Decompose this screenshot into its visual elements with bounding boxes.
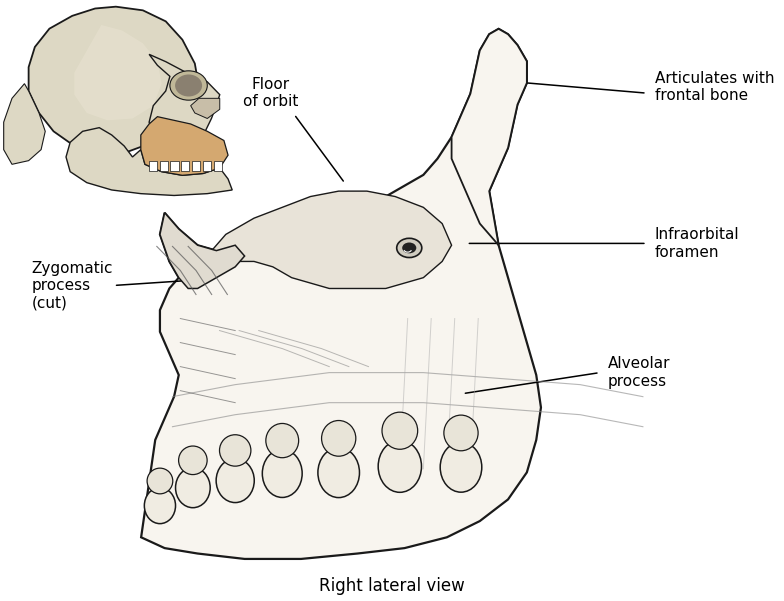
Ellipse shape bbox=[266, 424, 299, 458]
Bar bbox=[170, 160, 179, 171]
Polygon shape bbox=[191, 99, 220, 118]
Ellipse shape bbox=[263, 450, 302, 498]
Text: Alveolar
process: Alveolar process bbox=[608, 356, 670, 389]
Text: Floor
of orbit: Floor of orbit bbox=[243, 77, 298, 109]
Bar bbox=[213, 160, 222, 171]
Ellipse shape bbox=[321, 421, 356, 456]
Polygon shape bbox=[160, 213, 245, 288]
Polygon shape bbox=[207, 191, 452, 288]
Ellipse shape bbox=[216, 459, 254, 502]
Text: Articulates with
frontal bone: Articulates with frontal bone bbox=[655, 71, 774, 103]
Polygon shape bbox=[66, 127, 232, 195]
Circle shape bbox=[402, 243, 416, 254]
Ellipse shape bbox=[170, 71, 207, 100]
Ellipse shape bbox=[444, 415, 478, 451]
Text: Zygomatic
process
(cut): Zygomatic process (cut) bbox=[31, 261, 113, 310]
Polygon shape bbox=[141, 117, 228, 175]
Polygon shape bbox=[28, 7, 199, 153]
Bar bbox=[159, 160, 168, 171]
Bar bbox=[181, 160, 190, 171]
Text: Right lateral view: Right lateral view bbox=[319, 577, 465, 595]
Polygon shape bbox=[141, 29, 541, 559]
Polygon shape bbox=[4, 84, 45, 164]
Ellipse shape bbox=[440, 442, 482, 492]
Bar bbox=[203, 160, 211, 171]
Bar bbox=[192, 160, 200, 171]
Polygon shape bbox=[74, 25, 162, 120]
Ellipse shape bbox=[220, 435, 251, 466]
Ellipse shape bbox=[179, 446, 207, 475]
Bar bbox=[149, 160, 157, 171]
Text: Infraorbital
foramen: Infraorbital foramen bbox=[655, 227, 739, 260]
Polygon shape bbox=[452, 29, 527, 245]
Ellipse shape bbox=[378, 441, 422, 492]
Ellipse shape bbox=[175, 75, 202, 97]
Ellipse shape bbox=[382, 412, 418, 450]
Ellipse shape bbox=[147, 468, 172, 494]
Polygon shape bbox=[149, 54, 220, 146]
Ellipse shape bbox=[318, 448, 360, 498]
Ellipse shape bbox=[144, 487, 176, 523]
Circle shape bbox=[397, 239, 422, 258]
Ellipse shape bbox=[176, 468, 210, 508]
